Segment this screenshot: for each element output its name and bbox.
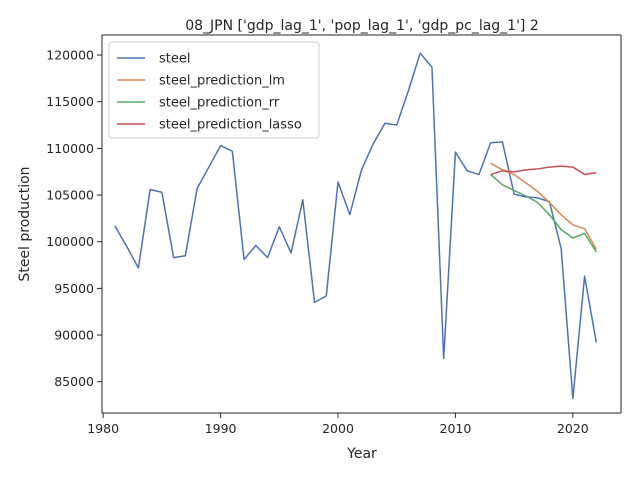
y-tick-label: 90000: [54, 328, 94, 343]
y-tick-label: 115000: [46, 94, 94, 109]
legend: steel steel_prediction_lm steel_prediction…: [108, 41, 320, 139]
legend-box: [108, 41, 320, 139]
x-tick-label: 2000: [322, 421, 354, 436]
series-line-steel-prediction-lm: [490, 162, 597, 250]
legend-label: steel_prediction_lasso: [159, 118, 302, 133]
y-tick-label: 105000: [46, 188, 94, 203]
legend-label: steel_prediction_rr: [159, 96, 280, 111]
plot-frame: [101, 34, 622, 414]
x-tick-label: 1990: [205, 421, 237, 436]
x-axis: 1980 1990 2000 2010 2020: [87, 413, 589, 436]
x-tick-label: 2010: [440, 421, 472, 436]
series-line-steel-prediction-rr: [490, 173, 597, 253]
y-axis: 85000 90000 95000 100000 105000 110000 115000 1…: [46, 48, 102, 389]
series-line-steel-prediction-lasso: [490, 165, 597, 176]
y-tick-label: 110000: [46, 141, 94, 156]
y-axis-label: Steel production: [17, 166, 33, 281]
chart-title: 08_JPN ['gdp_lag_1', 'pop_lag_1', 'gdp_p…: [185, 18, 539, 34]
y-tick-label: 95000: [54, 281, 94, 296]
series-layer: [114, 52, 598, 400]
y-tick-label: 85000: [54, 374, 94, 389]
x-tick-label: 2020: [557, 421, 589, 436]
x-tick-label: 1980: [87, 421, 119, 436]
x-axis-label: Year: [346, 446, 377, 462]
legend-label: steel_prediction_lm: [159, 74, 285, 89]
y-tick-label: 120000: [46, 48, 94, 63]
series-line-steel: [114, 52, 598, 400]
y-tick-label: 100000: [46, 234, 94, 249]
legend-label: steel: [159, 52, 190, 67]
